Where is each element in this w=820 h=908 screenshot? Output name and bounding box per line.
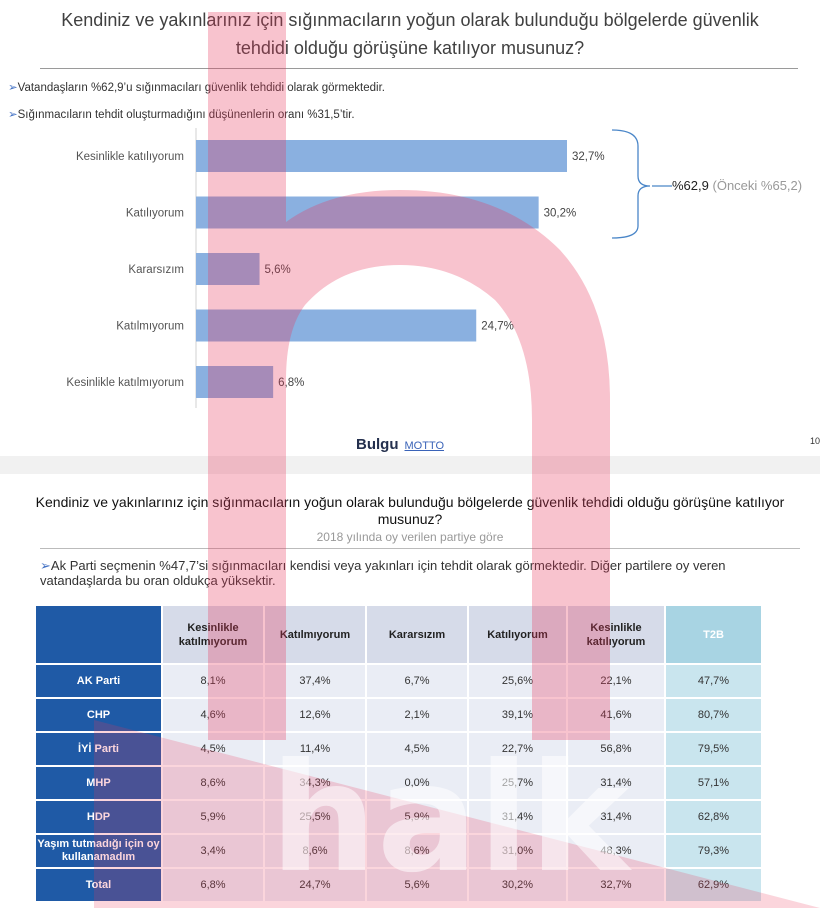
row-label: Total [34, 867, 163, 903]
table-row: HDP 5,9% 25,5% 5,9% 31,4% 31,4% 62,8% [34, 799, 763, 835]
row-label: AK Parti [34, 663, 163, 699]
table-row: Yaşım tutmadığı için oy kullanamadım 3,4%… [34, 833, 763, 869]
table-row: Total 6,8% 24,7% 5,6% 30,2% 32,7% 62,9% [34, 867, 763, 903]
column-header: T2B [664, 604, 763, 665]
row-label: Yaşım tutmadığı için oy kullanamadım [34, 833, 163, 869]
column-header: Kararsızım [365, 604, 469, 665]
subtitle-divider [40, 548, 800, 549]
value-label-2: 5,6% [265, 264, 291, 276]
bullet-2: ➢Sığınmacıların tehdit oluşturmadığını d… [8, 109, 355, 121]
title-divider [40, 68, 798, 69]
table-bullet: ➢Ak Parti seçmenin %47,7’si sığınmacılar… [40, 558, 726, 588]
table-cell: 25,7% [467, 765, 568, 801]
table-cell: 39,1% [467, 697, 568, 733]
bar-4 [196, 366, 274, 398]
table-cell: 31,4% [467, 799, 568, 835]
table-cell: 25,6% [467, 663, 568, 699]
table-cell: 30,2% [467, 867, 568, 903]
arrow-icon: ➢ [8, 82, 18, 94]
table-cell: 79,3% [664, 833, 763, 869]
row-label: İYİ Parti [34, 731, 163, 767]
column-header: Kesinlikle katılıyorum [566, 604, 666, 665]
bullet-1: ➢Vatandaşların %62,9’u sığınmacıları güv… [8, 82, 385, 94]
bulgu-logo: Bulgu MOTTO [356, 436, 445, 453]
bar-chart: Kesinlikle katılıyorum 32,7% Katılıyorum 30… [66, 128, 672, 408]
value-label-3: 24,7% [481, 321, 514, 333]
table-row: AK Parti 8,1% 37,4% 6,7% 25,6% 22,1% 47,7% [34, 663, 763, 699]
category-label-0: Kesinlikle katılıyorum [76, 151, 184, 163]
value-label-4: 6,8% [278, 377, 304, 389]
table-row: CHP 4,6% 12,6% 2,1% 39,1% 41,6% 80,7% [34, 697, 763, 733]
category-label-2: Kararsızım [128, 264, 184, 276]
category-label-1: Katılıyorum [126, 208, 184, 220]
table-cell: 5,9% [365, 799, 469, 835]
slide-by-party: Kendiniz ve yakınlarınız için sığınmacıl… [0, 474, 820, 908]
row-label: CHP [34, 697, 163, 733]
table-cell: 4,5% [365, 731, 469, 767]
table-cell: 6,7% [365, 663, 469, 699]
slide-overall: Kendiniz ve yakınlarınız için sığınmacıl… [0, 0, 820, 456]
table-subtitle: 2018 yılında oy verilen partiye göre [316, 530, 504, 544]
table-cell: 47,7% [664, 663, 763, 699]
value-label-1: 30,2% [544, 208, 577, 220]
table-cell: 22,1% [566, 663, 666, 699]
bar-2 [196, 253, 260, 285]
table-cell: 80,7% [664, 697, 763, 733]
table-cell: 3,4% [161, 833, 265, 869]
table-cell: 0,0% [365, 765, 469, 801]
table-cell: 57,1% [664, 765, 763, 801]
column-header: Katılıyorum [467, 604, 568, 665]
table-cell: 8,6% [161, 765, 265, 801]
table-cell: 37,4% [263, 663, 367, 699]
column-header: Katılmıyorum [263, 604, 367, 665]
top-two-box-label: %62,9 (Önceki %65,2) [672, 178, 803, 193]
table-cell: 12,6% [263, 697, 367, 733]
table-cell: 8,6% [365, 833, 469, 869]
table-cell: 62,9% [664, 867, 763, 903]
bar-3 [196, 309, 477, 342]
table-row: İYİ Parti 4,5% 11,4% 4,5% 22,7% 56,8% 79,5% [34, 731, 763, 767]
bar-1 [196, 196, 539, 229]
arrow-icon: ➢ [40, 558, 51, 573]
table-title: Kendiniz ve yakınlarınız için sığınmacıl… [35, 494, 785, 527]
table-cell: 34,3% [263, 765, 367, 801]
table-cell: 32,7% [566, 867, 666, 903]
table-cell: 31,4% [566, 799, 666, 835]
table-cell: 2,1% [365, 697, 469, 733]
brace-icon [611, 129, 651, 239]
table-header-row: Kesinlikle katılmıyorum Katılmıyorum Karar… [34, 604, 763, 665]
table-cell: 5,6% [365, 867, 469, 903]
table-corner [34, 604, 163, 665]
table-row: MHP 8,6% 34,3% 0,0% 25,7% 31,4% 57,1% [34, 765, 763, 801]
row-label: HDP [34, 799, 163, 835]
party-crosstab: Kesinlikle katılmıyorum Katılmıyorum Karar… [34, 604, 763, 903]
table-cell: 8,6% [263, 833, 367, 869]
table-cell: 25,5% [263, 799, 367, 835]
table-cell: 22,7% [467, 731, 568, 767]
table-cell: 56,8% [566, 731, 666, 767]
bar-0 [196, 140, 567, 172]
value-label-0: 32,7% [572, 151, 605, 163]
table-cell: 4,6% [161, 697, 265, 733]
page-number: 10 [810, 436, 820, 446]
chart-title: Kendiniz ve yakınlarınız için sığınmacıl… [61, 10, 759, 58]
table-cell: 48,3% [566, 833, 666, 869]
row-label: MHP [34, 765, 163, 801]
table-cell: 24,7% [263, 867, 367, 903]
table-cell: 11,4% [263, 731, 367, 767]
table-cell: 5,9% [161, 799, 265, 835]
category-label-4: Kesinlikle katılmıyorum [66, 377, 184, 389]
table-cell: 79,5% [664, 731, 763, 767]
table-cell: 8,1% [161, 663, 265, 699]
table-cell: 6,8% [161, 867, 265, 903]
arrow-icon: ➢ [8, 109, 18, 121]
table-cell: 31,4% [566, 765, 666, 801]
column-header: Kesinlikle katılmıyorum [161, 604, 265, 665]
table-cell: 41,6% [566, 697, 666, 733]
table-cell: 31,0% [467, 833, 568, 869]
category-label-3: Katılmıyorum [116, 321, 184, 333]
table-cell: 4,5% [161, 731, 265, 767]
table-cell: 62,8% [664, 799, 763, 835]
